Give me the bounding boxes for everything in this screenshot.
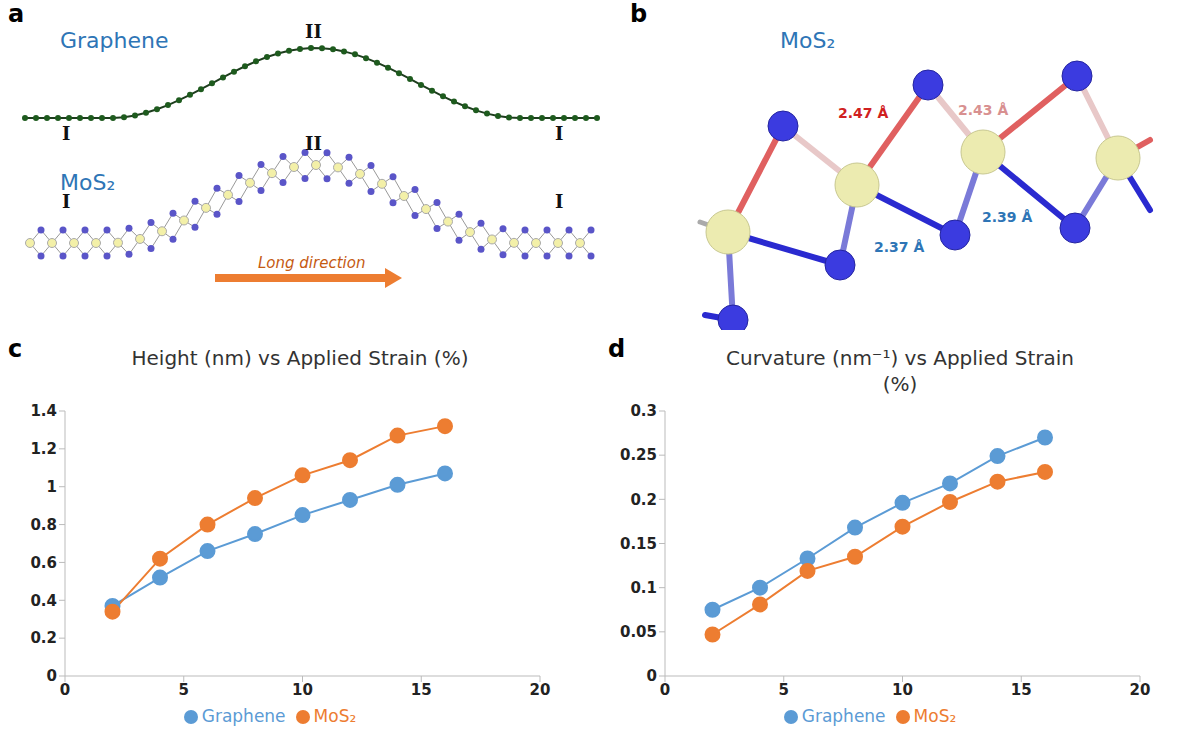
html-text:Graphene: Graphene [801, 706, 886, 726]
svg-text:MoS₂: MoS₂ [780, 28, 835, 53]
svg-text:0: 0 [647, 667, 657, 685]
svg-text:5: 5 [179, 681, 189, 699]
svg-text:0.15: 0.15 [620, 535, 657, 553]
svg-text:0.3: 0.3 [630, 402, 657, 420]
svg-text:2.47 Å: 2.47 Å [838, 105, 888, 121]
svg-text:I: I [555, 123, 563, 144]
svg-text:Long direction: Long direction [258, 254, 365, 272]
svg-text:2.37 Å: 2.37 Å [874, 239, 924, 255]
svg-text:0.4: 0.4 [30, 592, 57, 610]
html-text:MoS₂: MoS₂ [313, 706, 357, 726]
svg-text:II: II [305, 133, 322, 154]
svg-text:0: 0 [660, 681, 670, 699]
html-text:c: c [8, 335, 23, 363]
svg-text:1.2: 1.2 [30, 440, 57, 458]
svg-text:15: 15 [1011, 681, 1032, 699]
svg-text:5: 5 [779, 681, 789, 699]
svg-text:0.6: 0.6 [30, 554, 57, 572]
html-text:a: a [8, 0, 25, 28]
svg-text:I: I [62, 123, 70, 144]
svg-text:0.1: 0.1 [630, 579, 657, 597]
svg-text:1.4: 1.4 [30, 402, 57, 420]
svg-text:I: I [62, 191, 70, 212]
svg-text:2.39 Å: 2.39 Å [982, 209, 1032, 225]
svg-text:10: 10 [292, 681, 313, 699]
svg-text:0.25: 0.25 [620, 446, 657, 464]
svg-text:20: 20 [1130, 681, 1151, 699]
svg-text:MoS₂: MoS₂ [60, 170, 116, 195]
svg-text:0: 0 [47, 667, 57, 685]
html-text:Height (nm) vs Applied Strain: Height (nm) vs Applied Strain (%) [131, 346, 469, 370]
svg-text:0.2: 0.2 [30, 629, 57, 647]
svg-text:2.43 Å: 2.43 Å [958, 102, 1008, 118]
svg-text:10: 10 [892, 681, 913, 699]
svg-text:I: I [555, 191, 563, 212]
html-text:Curvature (nm⁻¹) vs Applied St: Curvature (nm⁻¹) vs Applied Strain (%) [726, 346, 1074, 396]
html-text:MoS₂: MoS₂ [913, 706, 957, 726]
html-text:d: d [608, 335, 626, 363]
svg-text:0.8: 0.8 [30, 516, 57, 534]
svg-text:1: 1 [47, 478, 57, 496]
html-text:b: b [630, 0, 648, 28]
svg-text:20: 20 [530, 681, 551, 699]
svg-text:0: 0 [60, 681, 70, 699]
svg-text:II: II [305, 21, 322, 42]
svg-text:Graphene: Graphene [60, 28, 169, 53]
svg-text:0.05: 0.05 [620, 623, 657, 641]
svg-text:0.2: 0.2 [630, 491, 657, 509]
html-text:Graphene: Graphene [201, 706, 286, 726]
svg-text:15: 15 [411, 681, 432, 699]
